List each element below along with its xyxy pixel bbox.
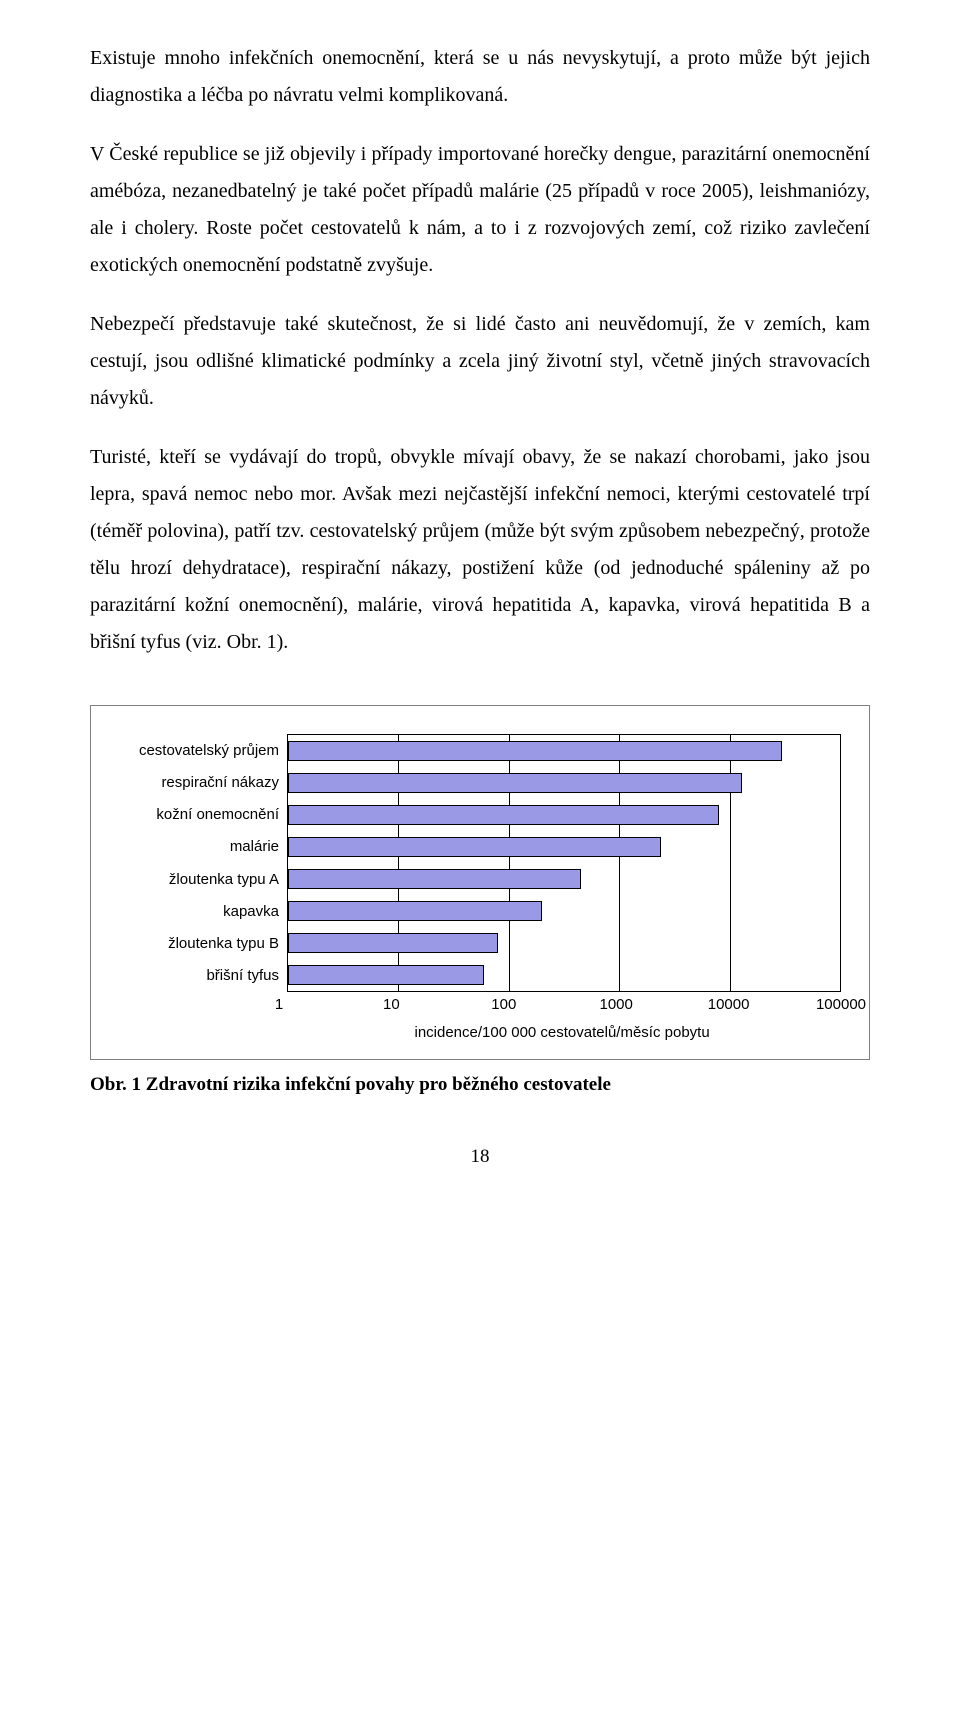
chart-plot-area [287, 734, 841, 992]
paragraph-4: Turisté, kteří se vydávají do tropů, obv… [90, 439, 870, 661]
chart-y-tick: cestovatelský průjem [119, 734, 279, 766]
chart-x-tick: 100000 [816, 996, 866, 1013]
chart-y-tick: kapavka [119, 895, 279, 927]
chart-x-tick: 10 [383, 996, 400, 1013]
chart-frame: cestovatelský průjemrespirační nákazykož… [90, 705, 870, 1060]
chart-y-tick: žloutenka typu B [119, 928, 279, 960]
chart-y-tick: žloutenka typu A [119, 863, 279, 895]
chart-row: cestovatelský průjemrespirační nákazykož… [119, 734, 841, 992]
chart-x-axis-row: 110100100010000100000 [119, 996, 841, 1016]
chart-x-tick: 1 [275, 996, 283, 1013]
chart-bar [288, 741, 782, 761]
chart-bar [288, 773, 742, 793]
page-container: Existuje mnoho infekčních onemocnění, kt… [0, 0, 960, 1726]
chart-y-labels: cestovatelský průjemrespirační nákazykož… [119, 734, 287, 992]
chart-x-title: incidence/100 000 cestovatelů/měsíc poby… [414, 1024, 709, 1041]
chart-x-tick-labels: 110100100010000100000 [279, 996, 841, 1016]
chart-y-tick: respirační nákazy [119, 766, 279, 798]
chart-bar [288, 805, 719, 825]
chart-y-tick: břišní tyfus [119, 960, 279, 992]
chart-x-tick: 100 [491, 996, 516, 1013]
x-spacer [119, 996, 279, 1016]
chart-x-title-row: incidence/100 000 cestovatelů/měsíc poby… [119, 1024, 841, 1041]
chart-bar [288, 869, 581, 889]
chart-bar [288, 901, 542, 921]
chart-y-tick: malárie [119, 831, 279, 863]
chart-bar [288, 965, 484, 985]
paragraph-1: Existuje mnoho infekčních onemocnění, kt… [90, 40, 870, 114]
chart-y-tick: kožní onemocnění [119, 799, 279, 831]
chart-bar [288, 837, 661, 857]
page-number: 18 [90, 1146, 870, 1168]
paragraph-2: V České republice se již objevily i příp… [90, 136, 870, 284]
figure-caption: Obr. 1 Zdravotní rizika infekční povahy … [90, 1074, 870, 1096]
paragraph-3: Nebezpečí představuje také skutečnost, ž… [90, 306, 870, 417]
chart-x-tick: 1000 [600, 996, 633, 1013]
chart-bar [288, 933, 498, 953]
chart-x-tick: 10000 [708, 996, 750, 1013]
